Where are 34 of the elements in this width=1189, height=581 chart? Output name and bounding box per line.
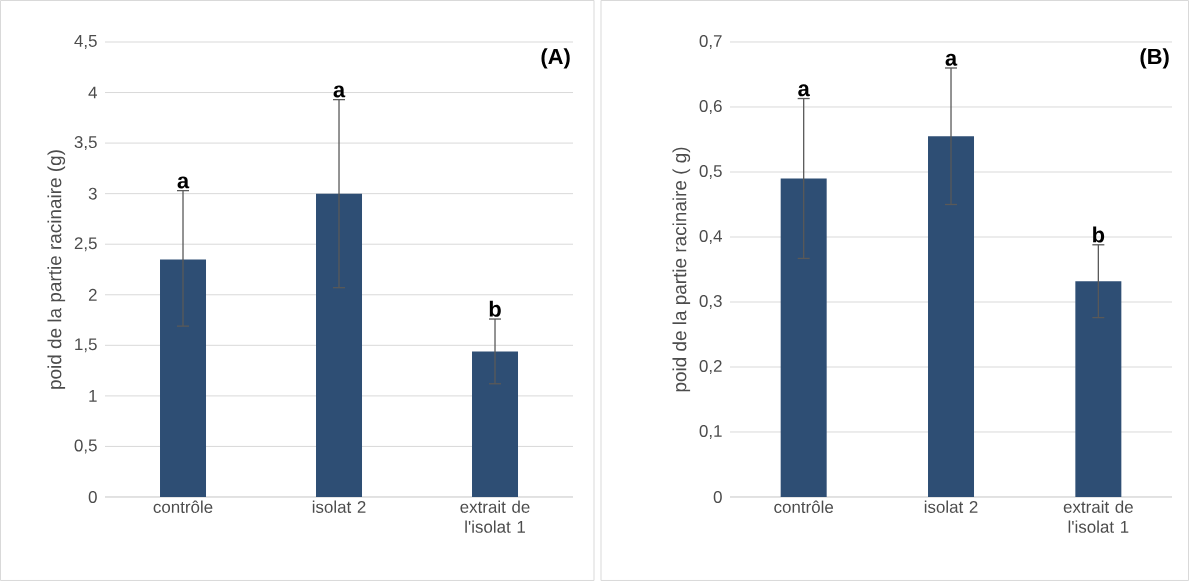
y-tick-label: 1,5 (75, 338, 97, 353)
x-tick-label: extrait de l'isolat 1 (460, 500, 530, 533)
annotation: a (177, 176, 190, 189)
x-tick-label: contrôle (153, 500, 213, 514)
y-tick-label: 0,7 (699, 34, 722, 49)
y-tick-label: 0,2 (699, 359, 722, 374)
y-tick-label: 0,6 (699, 99, 722, 114)
y-tick-label: 2 (88, 288, 97, 301)
annotation: (A) (541, 48, 570, 69)
y-tick-label: 0,3 (699, 294, 722, 309)
annotation: a (945, 53, 958, 66)
y-tick-label: 3,5 (74, 136, 97, 151)
y-tick-label: 3 (88, 187, 97, 200)
x-tick-label: extrait de l'isolat 1 (1063, 500, 1133, 533)
annotation: (B) (1140, 48, 1169, 69)
y-tick-label: 1 (89, 390, 97, 402)
annotation: b (1093, 226, 1105, 243)
y-tick-label: 0,1 (699, 424, 722, 439)
annotation: a (798, 84, 810, 97)
y-tick-label: 0,4 (699, 229, 722, 244)
y-tick-label: 2,5 (74, 237, 97, 252)
y-tick-label: 0,5 (74, 439, 97, 454)
y-axis-title: poid de la partie racinaire (g) (47, 150, 66, 389)
y-tick-label: 0,5 (699, 164, 722, 179)
x-tick-label: isolat 2 (312, 500, 366, 513)
x-tick-label: contrôle (774, 500, 834, 514)
y-tick-label: 0 (88, 490, 97, 503)
x-tick-label: isolat 2 (924, 500, 978, 513)
annotation: b (489, 300, 501, 317)
y-tick-label: 0 (713, 490, 722, 503)
y-tick-label: 4 (88, 86, 97, 99)
y-axis-title: poid de la partie racinaire ( g) (672, 147, 691, 392)
y-tick-label: 4,5 (74, 35, 97, 49)
annotation: a (333, 85, 346, 98)
